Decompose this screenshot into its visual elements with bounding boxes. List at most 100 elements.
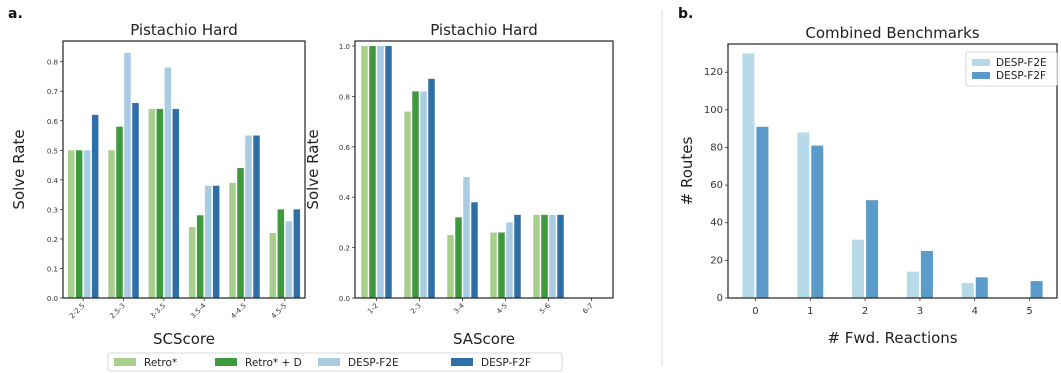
bar-desp-f2f-4 xyxy=(975,277,988,298)
bar-retro--3 xyxy=(188,227,196,298)
y-tick-label: 0.6 xyxy=(339,144,351,152)
legend-swatch xyxy=(972,59,990,66)
x-tick-label: 4 xyxy=(972,306,978,317)
y-tick-label: 0.2 xyxy=(47,236,58,244)
bar-desp-f2e-3 xyxy=(906,271,919,298)
x-tick-label: 2 xyxy=(862,306,868,317)
x-tick-label: 2.5-3 xyxy=(108,302,126,320)
legend-label: DESP-F2E xyxy=(348,357,399,369)
legend-swatch xyxy=(451,358,473,366)
x-tick-label: 4.5-5 xyxy=(270,302,288,320)
bar-desp-f2e-5 xyxy=(285,221,293,298)
legend-swatch xyxy=(114,358,136,366)
bar-desp-f2e-1 xyxy=(420,91,427,299)
x-tick-label: 2-2.5 xyxy=(68,302,86,320)
bar-desp-f2f-1 xyxy=(811,145,824,298)
legend-swatch xyxy=(215,358,237,366)
bar-desp-f2e-2 xyxy=(164,67,172,298)
bar-retro--1 xyxy=(404,111,411,299)
legend-label: Retro* xyxy=(144,357,177,369)
y-tick-label: 0.0 xyxy=(339,295,350,303)
x-tick-label: 6-7 xyxy=(581,302,595,316)
x-tick-label: 3-3.5 xyxy=(149,302,167,320)
bar-retro--4 xyxy=(533,214,540,298)
y-tick-label: 0.5 xyxy=(47,147,58,155)
x-tick-label: 4-4.5 xyxy=(229,302,247,320)
bar-desp-f2e-0 xyxy=(377,46,384,298)
bar-desp-f2f-4 xyxy=(557,214,564,298)
legend-panel-a: Retro* Retro* + D DESP-F2E DESP-F2F xyxy=(107,352,563,372)
x-tick-label: 4-5 xyxy=(495,302,509,316)
legend-label: DESP-F2F xyxy=(996,70,1046,82)
plot-frame xyxy=(354,40,614,299)
bar-desp-f2e-3 xyxy=(506,222,513,298)
bar-desp-f2f-1 xyxy=(428,78,435,298)
y-tick-label: 0.0 xyxy=(47,295,58,303)
bar-retro--0 xyxy=(361,46,368,298)
chart-title: Pistachio Hard xyxy=(130,21,238,39)
y-tick-label: 100 xyxy=(704,105,723,116)
y-tick-label: 40 xyxy=(710,218,723,229)
y-axis-label: Solve Rate xyxy=(304,129,322,209)
bar-desp-f2f-1 xyxy=(132,103,139,298)
y-tick-label: 0.7 xyxy=(47,88,58,96)
bar-desp-f2f-3 xyxy=(920,250,933,298)
chart-title: Pistachio Hard xyxy=(430,21,538,39)
x-axis-label: # Fwd. Reactions xyxy=(827,329,957,347)
panel-label-b: b. xyxy=(678,6,693,22)
bar-desp-f2f-4 xyxy=(253,135,260,298)
bar-desp-f2f-2 xyxy=(866,200,879,298)
y-axis-label: Solve Rate xyxy=(10,129,28,209)
bar-retro-d-3 xyxy=(196,215,204,298)
bar-desp-f2e-1 xyxy=(124,52,131,298)
bar-desp-f2f-0 xyxy=(756,126,769,298)
y-tick-label: 0.2 xyxy=(339,245,350,253)
y-axis-label: # Routes xyxy=(678,136,696,205)
legend-swatch xyxy=(972,72,990,79)
x-tick-label: 5 xyxy=(1026,306,1032,317)
x-tick-label: 0 xyxy=(752,306,758,317)
plot-frame xyxy=(727,43,1058,299)
bar-desp-f2e-0 xyxy=(742,53,755,298)
y-tick-label: 0 xyxy=(717,293,723,304)
legend-label: DESP-F2E xyxy=(996,57,1047,69)
legend-label: Retro* + D xyxy=(245,357,302,369)
bar-retro--3 xyxy=(490,232,497,298)
bar-retro-d-0 xyxy=(369,46,376,298)
bar-retro-d-3 xyxy=(498,232,505,298)
y-tick-label: 0.1 xyxy=(47,265,58,273)
chart-scscore: Pistachio Hard SCScore Solve Rate 0.0 0.1 0.2… xyxy=(10,21,306,348)
y-tick-label: 0.6 xyxy=(47,118,59,126)
bar-desp-f2f-5 xyxy=(293,209,301,298)
bar-desp-f2e-2 xyxy=(852,239,865,298)
chart-sascore: Pistachio Hard SAScore Solve Rate 0.0 0.2 0.4… xyxy=(304,21,614,348)
y-tick-label: 80 xyxy=(710,142,723,153)
x-tick-label: 5-6 xyxy=(538,301,552,315)
x-tick-label: 2-3 xyxy=(409,302,423,316)
bar-retro--2 xyxy=(148,108,156,298)
x-tick-label: 3 xyxy=(917,306,923,317)
bar-desp-f2e-2 xyxy=(463,177,470,298)
bar-retro-d-0 xyxy=(75,150,83,298)
x-tick-label: 1-2 xyxy=(366,302,380,316)
bar-desp-f2f-2 xyxy=(172,108,180,298)
bar-desp-f2f-3 xyxy=(514,214,521,298)
chart-combined-benchmarks: Combined Benchmarks # Fwd. Reactions # Rou… xyxy=(678,24,1058,347)
bar-retro-d-2 xyxy=(455,217,462,298)
x-axis-label: SCScore xyxy=(153,330,215,348)
y-tick-label: 1.0 xyxy=(339,43,350,51)
x-tick-label: 3-4 xyxy=(452,301,466,315)
bar-desp-f2e-0 xyxy=(83,150,91,298)
bar-desp-f2f-3 xyxy=(212,185,220,298)
bar-retro--5 xyxy=(269,233,277,298)
bar-desp-f2e-4 xyxy=(549,214,556,298)
bar-retro-d-5 xyxy=(277,209,285,298)
bar-retro-d-4 xyxy=(237,168,244,298)
bar-desp-f2f-5 xyxy=(1030,281,1043,298)
x-tick-label: 1 xyxy=(807,306,813,317)
y-tick-label: 0.8 xyxy=(47,59,58,67)
panel-label-a: a. xyxy=(8,6,23,22)
bar-desp-f2e-1 xyxy=(797,132,810,298)
bar-retro-d-1 xyxy=(412,91,419,299)
